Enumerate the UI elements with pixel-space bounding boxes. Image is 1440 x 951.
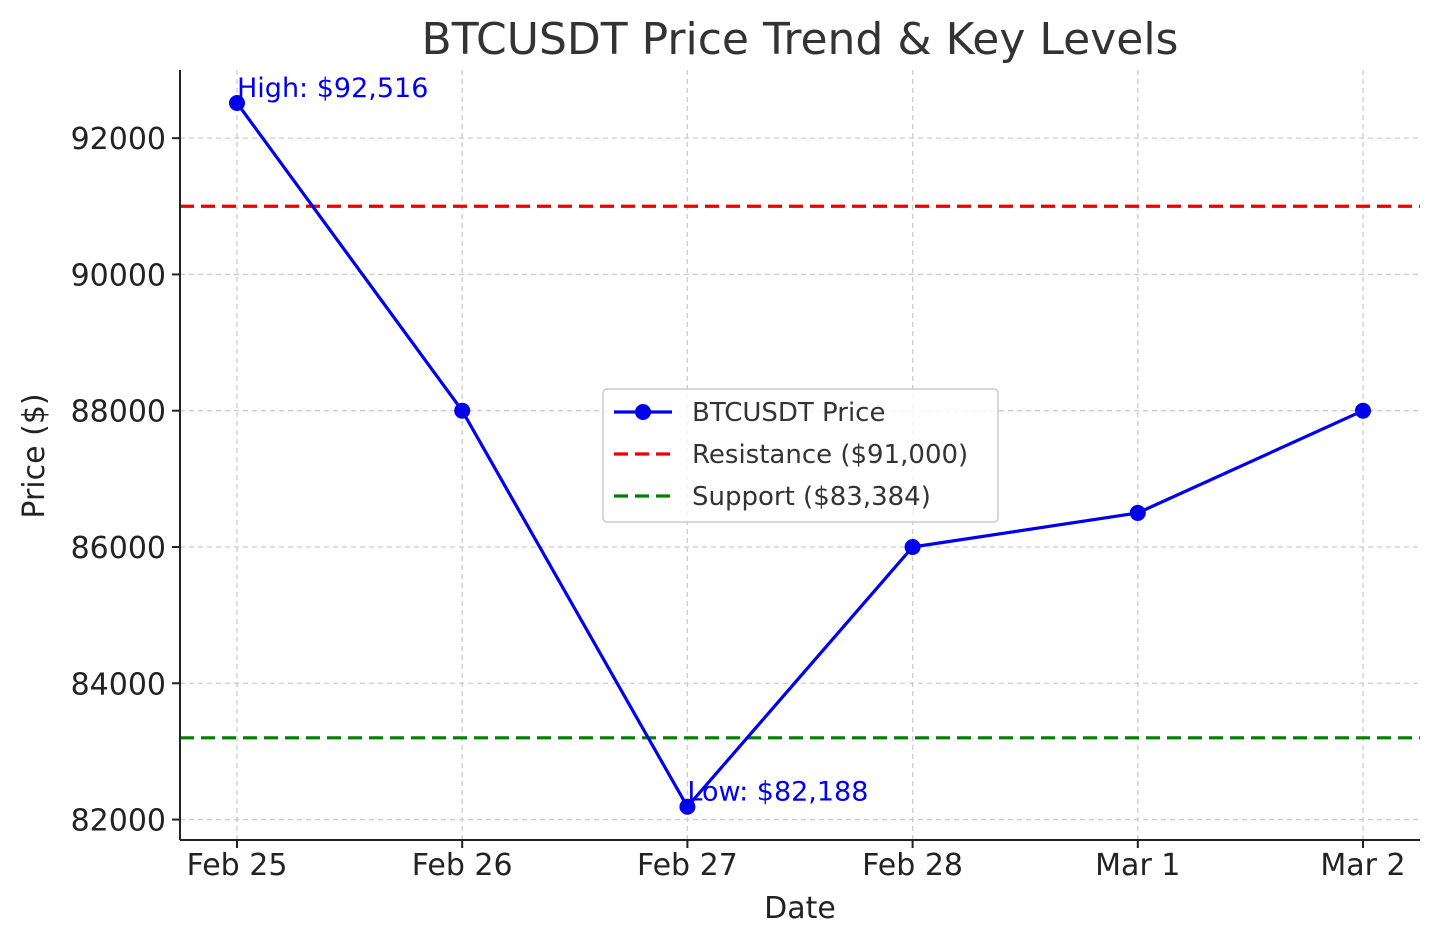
- y-tick-label: 86000: [71, 531, 166, 566]
- x-tick-label: Feb 28: [862, 848, 963, 883]
- legend-marker-price: [635, 404, 651, 420]
- price-point: [1129, 504, 1146, 521]
- axes: Feb 25 Feb 26 Feb 27 Feb 28 Mar 1 Mar 2 82000 8…: [71, 70, 1420, 883]
- y-tick-label: 90000: [71, 258, 166, 293]
- x-tick-label: Mar 1: [1095, 848, 1180, 883]
- price-point: [679, 798, 696, 815]
- price-point: [229, 94, 245, 111]
- y-tick-label: 92000: [71, 122, 166, 157]
- reference-lines: [180, 204, 1420, 740]
- x-tick-label: Feb 26: [412, 848, 513, 883]
- y-tick-label: 82000: [71, 804, 166, 839]
- low-annotation: Low: $82,188: [687, 777, 868, 808]
- y-tick-label: 84000: [71, 667, 166, 702]
- chart-title: BTCUSDT Price Trend & Key Levels: [422, 14, 1179, 65]
- x-tick-label: Feb 25: [187, 848, 288, 883]
- grid-layer: [180, 70, 1420, 840]
- legend-label-price: BTCUSDT Price: [692, 398, 885, 428]
- x-tick-label: Mar 2: [1320, 848, 1405, 883]
- series-layer: [229, 94, 1371, 815]
- annotations: High: $92,516 Low: $82,188: [237, 73, 868, 808]
- legend-box: [602, 388, 999, 523]
- x-axis-title: Date: [764, 891, 836, 926]
- high-annotation: High: $92,516: [237, 73, 428, 104]
- price-point: [1355, 402, 1371, 419]
- y-tick-label: 88000: [71, 395, 166, 430]
- y-axis-title: Price ($): [17, 393, 52, 518]
- price-line: [235, 102, 1364, 809]
- price-point: [454, 402, 471, 419]
- legend: BTCUSDT Price Resistance ($91,000) Support…: [602, 388, 999, 523]
- legend-label-resistance: Resistance ($91,000): [692, 440, 968, 470]
- x-tick-label: Feb 27: [637, 848, 738, 883]
- legend-label-support: Support ($83,384): [692, 482, 931, 512]
- price-point: [904, 538, 921, 555]
